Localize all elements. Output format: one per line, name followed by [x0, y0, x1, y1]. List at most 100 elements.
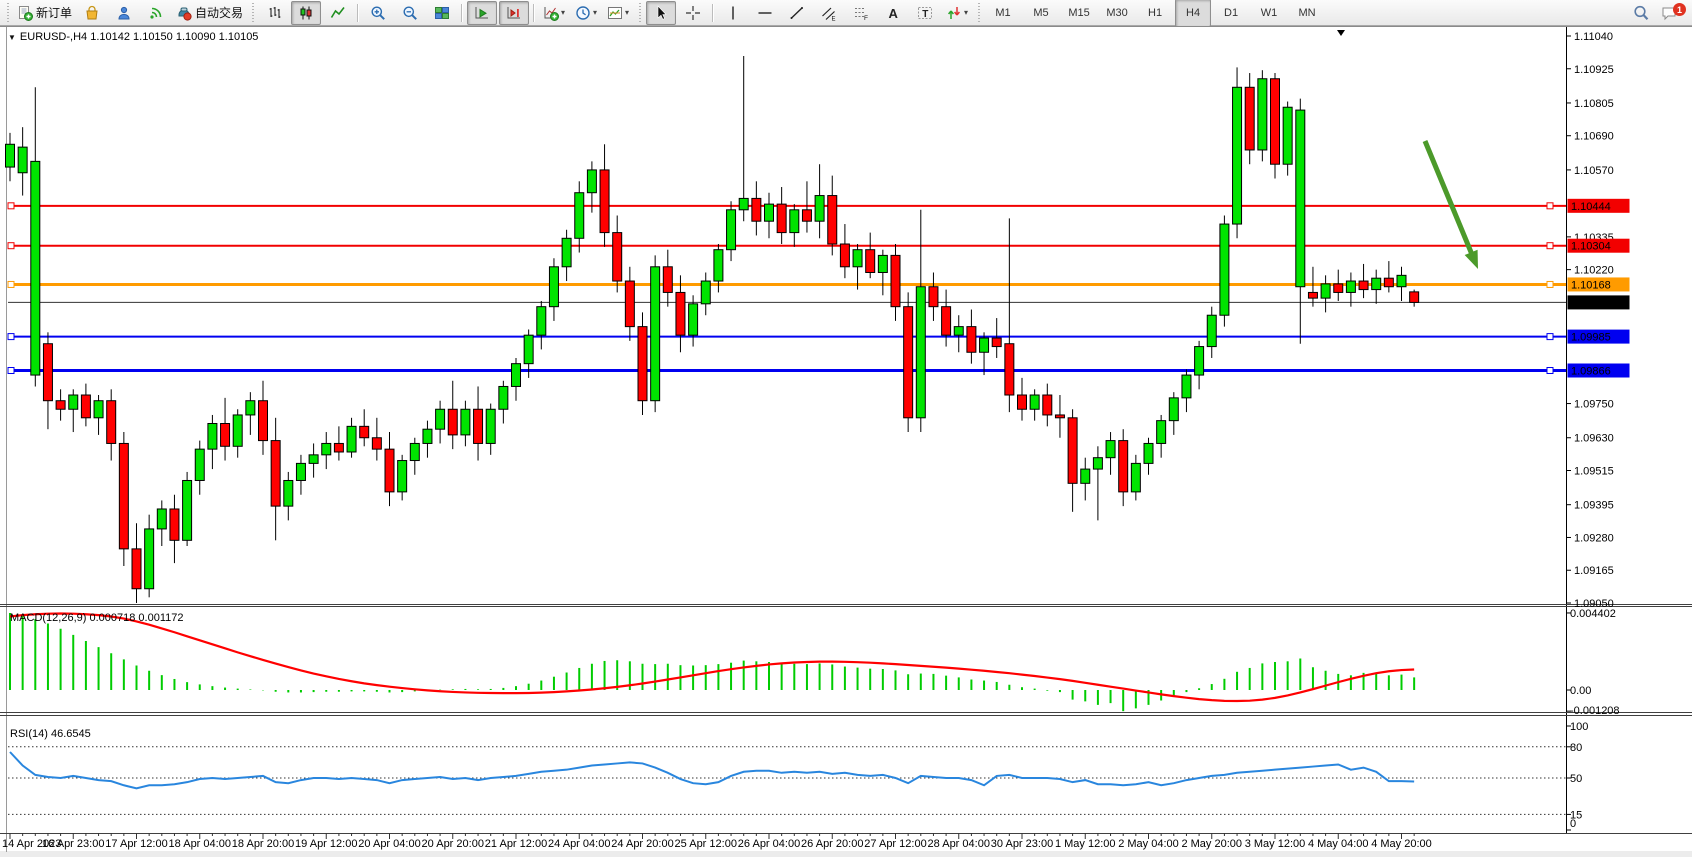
timeframe-h4-button[interactable]: H4 [1175, 0, 1212, 27]
horizontal-line-objects [7, 202, 1566, 375]
candle [839, 243, 850, 268]
time-axis-label: 24 Apr 04:00 [548, 838, 610, 850]
equidistant-channel-icon: E [821, 5, 837, 21]
candle [384, 448, 395, 493]
dropdown-arrow-icon[interactable]: ▾ [561, 8, 566, 17]
trend-arrow-head[interactable] [1464, 249, 1478, 269]
indicators-list-button[interactable]: ▾ [539, 1, 569, 25]
cursor-button[interactable] [646, 0, 677, 25]
time-axis-label: 17 Apr 12:00 [105, 838, 167, 850]
candle [1156, 420, 1167, 444]
line-anchor-handle[interactable] [7, 280, 15, 288]
timeframe-d1-button[interactable]: D1 [1224, 6, 1239, 19]
candle [561, 237, 572, 268]
signals-button[interactable] [141, 1, 171, 25]
candle [928, 286, 939, 308]
line-anchor-handle[interactable] [1546, 333, 1554, 341]
auto-scroll-button[interactable] [467, 0, 498, 25]
line-anchor-handle[interactable] [7, 333, 15, 341]
vertical-line-button[interactable] [718, 1, 748, 25]
candle [953, 326, 964, 336]
time-axis-label: 2 May 04:00 [1118, 838, 1179, 850]
horizontal-line-button[interactable] [750, 1, 780, 25]
arrows-button[interactable]: ▾ [942, 1, 972, 25]
candle [903, 306, 914, 419]
price-tick-label: 1.09050 [1574, 598, 1614, 610]
periods-button[interactable]: ▾ [571, 1, 601, 25]
chart-canvas[interactable]: 1.11040 1.10925 1.10805 1.10690 1.10570 1.103… [0, 27, 1692, 852]
time-axis-label: 26 Apr 04:00 [738, 838, 800, 850]
line-anchor-handle[interactable] [1546, 242, 1554, 250]
line-anchor-handle[interactable] [1546, 202, 1554, 210]
new-order-button[interactable]: 新订单 [14, 1, 75, 25]
crosshair-button[interactable] [678, 1, 708, 25]
trendline-button[interactable] [782, 1, 812, 25]
candle [333, 442, 344, 453]
candle [460, 408, 471, 436]
line-anchor-handle[interactable] [7, 202, 15, 210]
price-line-label-text: 1.09985 [1571, 332, 1611, 344]
down-marker-object[interactable] [1337, 30, 1345, 36]
text-icon: A [885, 5, 901, 21]
candle [776, 203, 787, 234]
candle [536, 306, 547, 336]
line-anchor-handle[interactable] [7, 242, 15, 250]
dropdown-arrow-icon[interactable]: ▾ [964, 8, 969, 17]
bar-chart-icon [266, 5, 282, 21]
line-anchor-handle[interactable] [1546, 367, 1554, 375]
signals-icon [148, 5, 164, 21]
candle [283, 479, 294, 507]
chat-button[interactable]: 1 [1658, 1, 1689, 25]
timeframe-m15-button[interactable]: M15 [1068, 6, 1090, 19]
candle [801, 209, 812, 222]
price-axis[interactable]: 1.11040 1.10925 1.10805 1.10690 1.10570 1.103… [1566, 31, 1630, 610]
timeframe-m1-button[interactable]: M1 [995, 6, 1011, 19]
equidistant-channel-button[interactable]: E [814, 1, 844, 25]
time-axis-label: 24 Apr 20:00 [611, 838, 673, 850]
search-button[interactable] [1626, 1, 1656, 25]
price-tick-label: 1.09280 [1574, 532, 1614, 544]
line-chart-button[interactable] [323, 1, 353, 25]
timeframe-m30-button[interactable]: M30 [1106, 6, 1128, 19]
chart-header[interactable]: ▼ EURUSD-,H4 1.10142 1.10150 1.10090 1.10… [8, 31, 258, 43]
timeframe-mn-button[interactable]: MN [1298, 6, 1316, 19]
price-tick-label: 1.09515 [1574, 466, 1614, 478]
mql5-market-button[interactable] [77, 1, 107, 25]
line-anchor-handle[interactable] [1546, 280, 1554, 288]
trend-arrow-object[interactable] [1422, 140, 1477, 261]
fibonacci-icon: F [853, 5, 869, 21]
line-anchor-handle[interactable] [7, 367, 15, 375]
price-tick-label: 1.11040 [1574, 31, 1613, 43]
fibonacci-button[interactable]: F [846, 1, 876, 25]
toolbar-separator [712, 3, 715, 22]
mql5-community-button[interactable] [109, 1, 139, 25]
candle [523, 334, 534, 365]
candle [1358, 280, 1369, 291]
zoom-in-button[interactable] [363, 1, 393, 25]
candle [612, 232, 623, 282]
text-button[interactable]: A [878, 1, 908, 25]
text-label-button[interactable]: T [910, 1, 940, 25]
toolbar-drag-handle [976, 2, 982, 23]
candle [156, 508, 167, 530]
chart-shift-button[interactable] [499, 0, 530, 25]
dropdown-arrow-icon[interactable]: ▾ [593, 8, 598, 17]
candle [498, 385, 509, 410]
zoom-out-button[interactable] [395, 1, 425, 25]
candle [1270, 78, 1280, 165]
candlestick-chart-button[interactable] [291, 0, 322, 25]
price-tick-label: 1.09395 [1574, 500, 1614, 512]
chart-collapse-icon[interactable]: ▼ [8, 33, 16, 42]
timeframe-h1-button[interactable]: H1 [1148, 6, 1163, 19]
bar-chart-button[interactable] [259, 1, 289, 25]
dropdown-arrow-icon[interactable]: ▾ [625, 8, 630, 17]
timeframe-m5-button[interactable]: M5 [1033, 6, 1049, 19]
timeframe-w1-button[interactable]: W1 [1260, 6, 1278, 19]
templates-button[interactable]: ▾ [603, 1, 633, 25]
candle [1194, 346, 1205, 376]
tile-windows-button[interactable] [427, 1, 457, 25]
algo-trading-button[interactable]: 自动交易 [173, 1, 246, 25]
macd-indicator-label: MACD(12,26,9) 0.000718 0.001172 [10, 612, 184, 624]
candle [941, 306, 952, 336]
